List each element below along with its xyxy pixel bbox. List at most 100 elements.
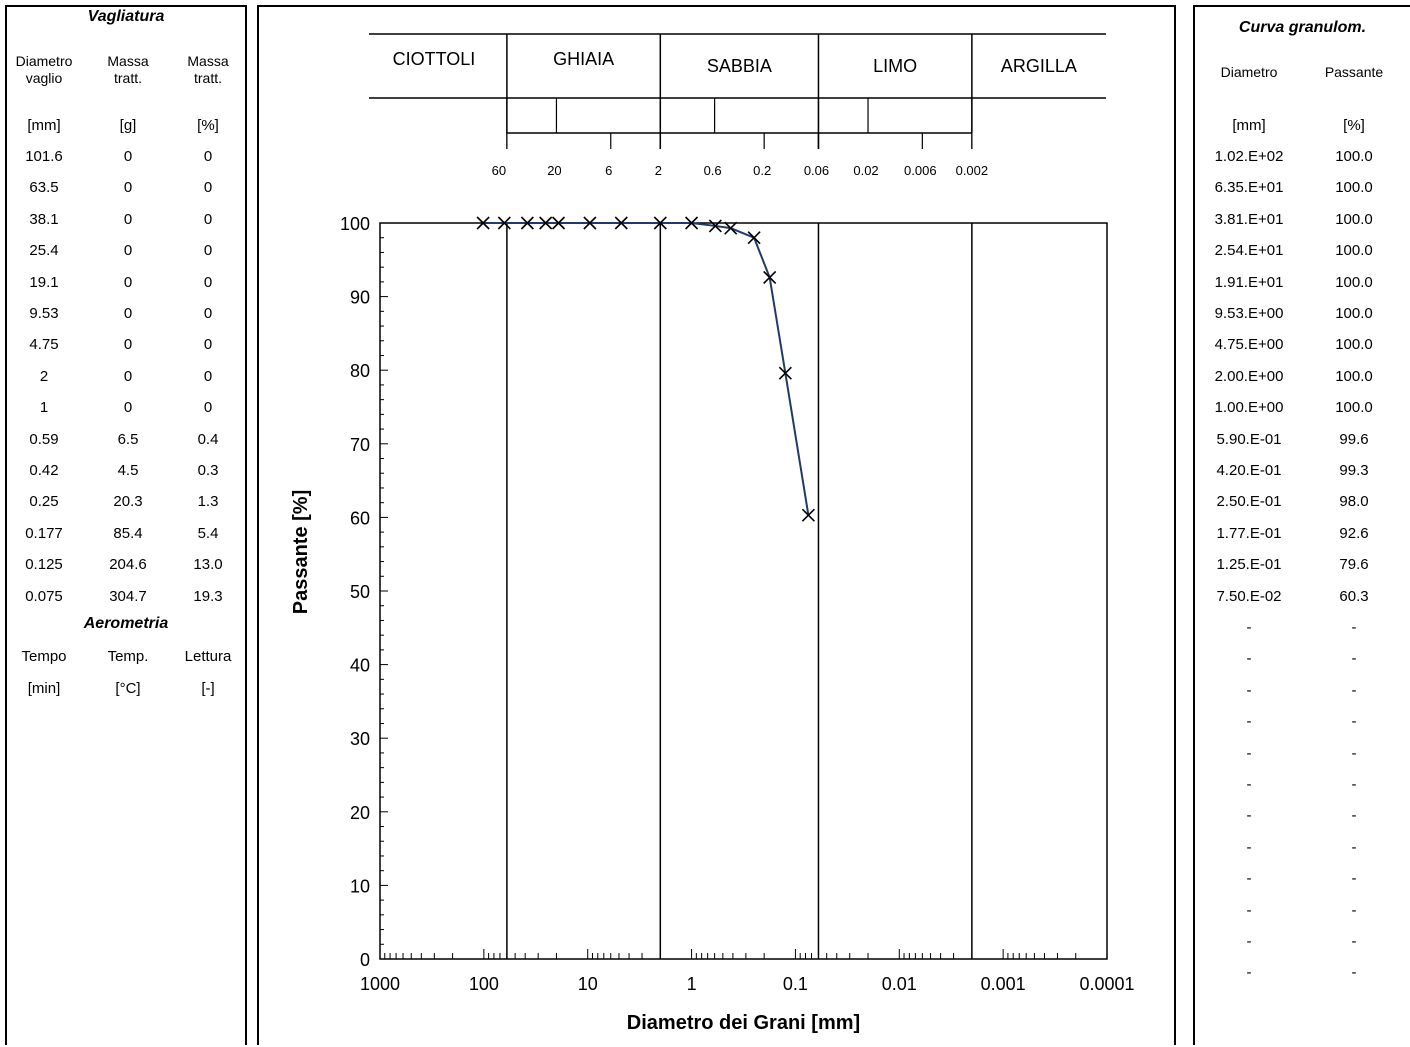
y-axis-title: Passante [%] — [290, 490, 312, 615]
curve-cell: 98.0 — [1339, 493, 1369, 511]
data-point-stroke — [685, 216, 699, 230]
data-point — [476, 216, 490, 230]
curve-cell: 92.6 — [1339, 524, 1369, 542]
sieve-panel: Vagliatura Diametro vaglio Massa tratt. Mass… — [5, 5, 247, 1045]
curve-cell: 2.50.E-01 — [1216, 493, 1282, 511]
sieve-cell: 19.3 — [193, 587, 223, 605]
curve-cell: 5.90.E-01 — [1216, 430, 1282, 448]
curve-cell: 99.3 — [1339, 462, 1369, 479]
curve-cell: 100.0 — [1335, 305, 1373, 322]
sieve-header: Massa tratt. — [163, 53, 253, 87]
y-tick-label: 100 — [340, 214, 370, 234]
sieve-cell: 6.5 — [117, 430, 139, 448]
sieve-cell: 38.1 — [29, 210, 59, 228]
data-point — [747, 231, 761, 245]
sieve-cell: 0.25 — [29, 493, 59, 511]
sieve-unit: [g] — [119, 117, 137, 134]
data-point — [724, 221, 738, 235]
sieve-cell: 0 — [123, 367, 133, 385]
y-tick-label: 20 — [350, 803, 370, 823]
curve-cell: 2.54.E+01 — [1214, 242, 1284, 260]
band-label: CIOTTOLI — [393, 49, 476, 69]
sieve-header-line: Diametro — [15, 53, 73, 69]
sieve-header-line: tratt. — [113, 70, 142, 86]
sieve-cell: 2 — [39, 367, 49, 385]
curve-cell: - — [1351, 619, 1357, 636]
passing-curve-line — [483, 222, 810, 516]
data-point-stroke — [747, 231, 761, 245]
curve-cell: - — [1246, 713, 1252, 731]
curve-cell: - — [1351, 901, 1357, 919]
sieve-header-line: vaglio — [25, 70, 63, 86]
aerometry-unit: [°C] — [115, 680, 141, 697]
subscale-label: 0.02 — [853, 163, 878, 178]
curve-cell: 100.0 — [1335, 399, 1373, 417]
y-tick-label: 0 — [360, 950, 370, 970]
sieve-cell: 4.75 — [29, 336, 59, 354]
curve-cell: 4.75.E+00 — [1214, 336, 1284, 354]
sieve-cell: 0 — [203, 148, 213, 165]
sieve-cell: 0 — [123, 336, 133, 354]
chart-panel: 60 20 6 2 0.6 0.2 0.06 0.02 0.006 0.002 CIOTTOLI GH… — [257, 5, 1176, 1045]
sieve-cell: 0 — [203, 399, 213, 417]
curve-cell: 60.3 — [1339, 587, 1369, 605]
curve-cell: - — [1351, 933, 1357, 950]
sieve-cell: 0 — [203, 367, 213, 385]
data-point-stroke — [476, 216, 490, 230]
data-point-stroke — [583, 216, 597, 230]
curve-cell: 1.02.E+02 — [1214, 148, 1284, 165]
y-tick-label: 90 — [350, 288, 370, 308]
y-tick-label: 50 — [350, 582, 370, 602]
band-label: SABBIA — [707, 56, 772, 76]
y-tick-label: 70 — [350, 435, 370, 455]
sieve-unit: [mm] — [27, 117, 61, 134]
data-point-stroke — [778, 366, 792, 380]
x-axis-title: Diametro dei Grani [mm] — [627, 1012, 860, 1034]
curve-cell: 4.20.E-01 — [1216, 462, 1282, 479]
sieve-unit: [%] — [197, 117, 219, 134]
data-point-stroke — [539, 216, 553, 230]
sieve-cell: 0.3 — [197, 462, 219, 479]
data-point — [763, 270, 777, 285]
sieve-cell: 0 — [123, 399, 133, 417]
curve-unit: [mm] — [1232, 117, 1266, 134]
curve-cell: 100.0 — [1335, 242, 1373, 260]
sieve-header-line: Massa — [187, 53, 229, 69]
y-tick-label: 10 — [350, 876, 370, 896]
curve-cell: 7.50.E-02 — [1216, 587, 1282, 605]
curve-unit: [%] — [1343, 117, 1365, 134]
band-label: GHIAIA — [553, 49, 614, 69]
band-label: LIMO — [873, 56, 917, 76]
sieve-header-line: tratt. — [193, 70, 222, 86]
curve-cell: - — [1246, 901, 1252, 919]
plot-frame — [379, 222, 1108, 960]
curve-cell: 1.77.E-01 — [1216, 524, 1282, 542]
curve-cell: - — [1351, 870, 1357, 888]
x-tick-label: 1000 — [360, 974, 400, 994]
sieve-cell: 0 — [203, 273, 213, 291]
sieve-cell: 9.53 — [29, 305, 59, 322]
x-tick-label: 1 — [687, 974, 697, 994]
curve-cell: - — [1246, 933, 1252, 950]
curve-cell: 100.0 — [1335, 210, 1373, 228]
sieve-cell: 204.6 — [109, 556, 147, 574]
curve-cell: 100.0 — [1335, 179, 1373, 197]
sieve-cell: 0.42 — [29, 462, 59, 479]
sieve-cell: 304.7 — [109, 587, 147, 605]
subscale-label: 60 — [492, 163, 506, 178]
sieve-cell: 13.0 — [193, 556, 223, 574]
subscale-label: 2 — [655, 163, 662, 178]
sieve-cell: 0.4 — [197, 430, 219, 448]
curve-cell: - — [1246, 964, 1252, 982]
curve-cell: - — [1246, 870, 1252, 888]
subscale-label: 0.06 — [804, 163, 829, 178]
curve-cell: - — [1351, 650, 1357, 668]
data-point — [685, 216, 699, 230]
aerometry-unit: [min] — [27, 680, 61, 697]
sieve-cell: 1 — [39, 399, 49, 417]
curve-cell: - — [1246, 807, 1252, 825]
y-tick-label: 30 — [350, 729, 370, 749]
data-point-stroke — [724, 221, 738, 235]
curve-cell: - — [1351, 713, 1357, 731]
sieve-cell: 5.4 — [197, 524, 219, 542]
